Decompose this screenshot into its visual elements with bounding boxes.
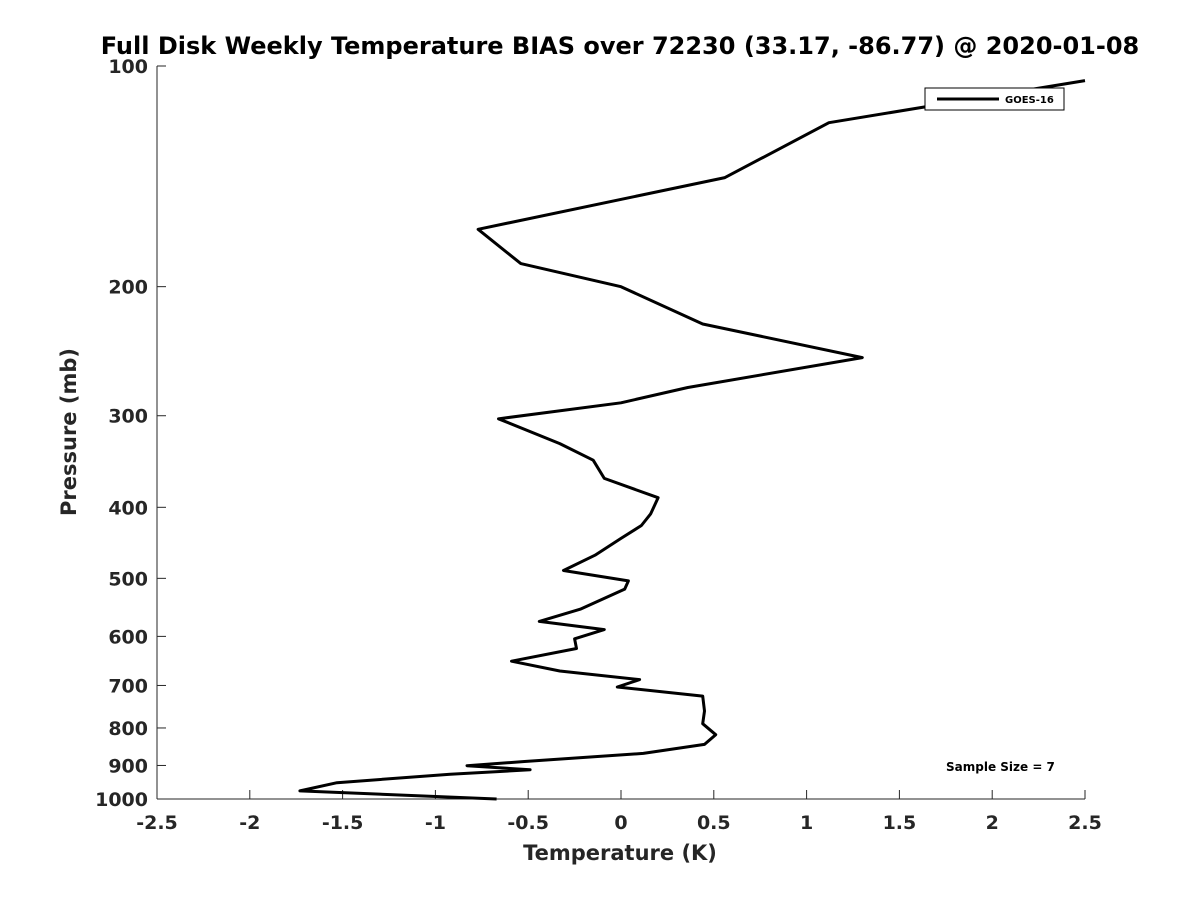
y-tick-label: 900: [108, 755, 148, 777]
y-tick-label: 700: [108, 675, 148, 697]
y-tick-label: 100: [108, 56, 148, 78]
x-tick-label: -1: [425, 812, 446, 834]
x-tick-label: -2.5: [136, 812, 178, 834]
legend-label-goes16: GOES-16: [1005, 95, 1054, 106]
y-tick-label: 500: [108, 568, 148, 590]
x-axis-label: Temperature (K): [523, 841, 717, 865]
sample-size-annotation: Sample Size = 7: [946, 760, 1055, 774]
x-tick-label: 0: [614, 812, 627, 834]
y-tick-label: 400: [108, 497, 148, 519]
y-ticks: 100 200 300 400 500 600 700 800 900 1000: [95, 56, 166, 811]
y-tick-label: 800: [108, 718, 148, 740]
plot-area: -2.5 -2 -1.5 -1 -0.5 0 0.5 1 1.5 2 2.5 100 200 300 40…: [95, 56, 1102, 834]
y-tick-label: 200: [108, 277, 148, 299]
x-tick-label: -1.5: [322, 812, 364, 834]
y-axis-label: Pressure (mb): [57, 348, 81, 516]
x-tick-label: 2.5: [1068, 812, 1102, 834]
y-tick-label: 300: [108, 406, 148, 428]
x-tick-label: -0.5: [507, 812, 549, 834]
x-tick-label: 0.5: [697, 812, 731, 834]
x-tick-label: 2: [986, 812, 999, 834]
x-tick-label: 1.5: [883, 812, 917, 834]
legend: GOES-16: [924, 87, 1065, 111]
y-tick-label: 1000: [95, 789, 148, 811]
y-tick-label: 600: [108, 626, 148, 648]
x-tick-label: 1: [800, 812, 813, 834]
x-ticks: -2.5 -2 -1.5 -1 -0.5 0 0.5 1 1.5 2 2.5: [136, 790, 1102, 834]
chart-title: Full Disk Weekly Temperature BIAS over 7…: [101, 32, 1140, 60]
x-tick-label: -2: [239, 812, 260, 834]
series-line-goes16: [298, 79, 1086, 801]
